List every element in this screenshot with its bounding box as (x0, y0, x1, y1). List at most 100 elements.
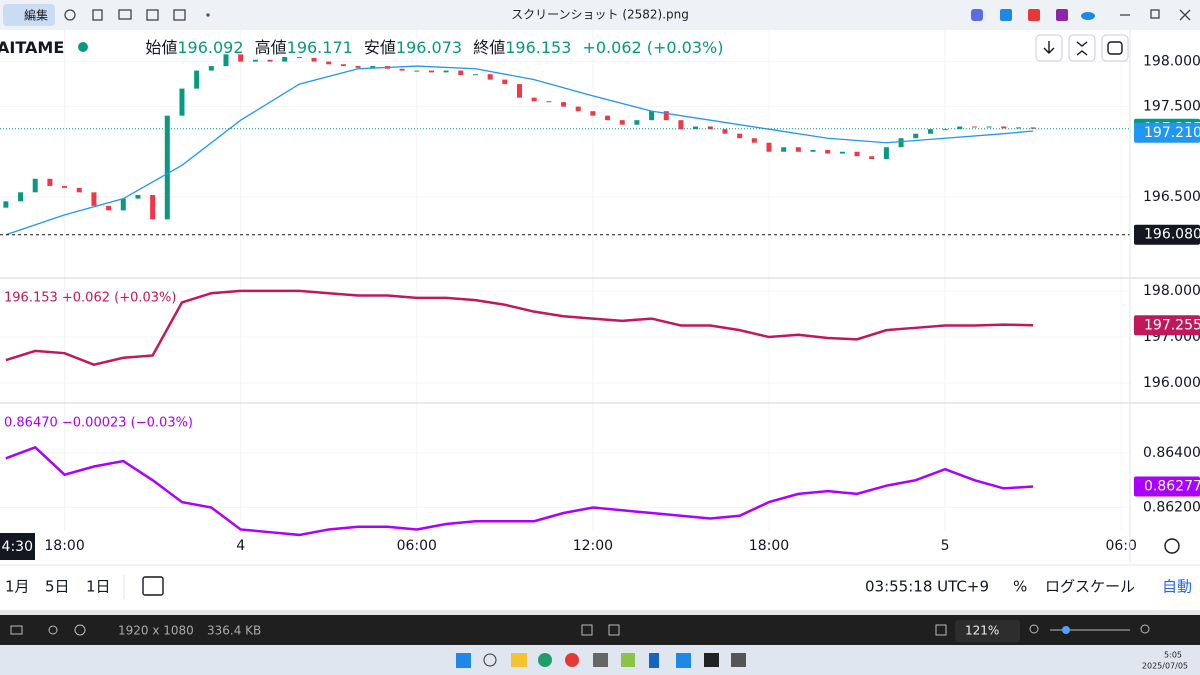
legend-change: +0.062 (+0.03%) (582, 38, 723, 57)
candle (649, 111, 655, 121)
pane-legend: 0.86470 −0.00023 (−0.03%) (4, 416, 193, 431)
bottom-toolbar (0, 565, 1200, 610)
price-tag (1134, 122, 1200, 143)
legend-label: 安値 (364, 38, 396, 57)
candle (869, 156, 875, 159)
candle (428, 70, 434, 73)
candle (634, 120, 640, 125)
candle (751, 138, 757, 143)
candle (722, 129, 728, 134)
price-tag-label: 0.86277 (1144, 478, 1200, 494)
candle (164, 115, 170, 220)
chart-buttons[interactable] (1035, 34, 1129, 62)
candle (605, 115, 611, 121)
price-tag-label: 196.080 (1144, 227, 1200, 243)
candle (663, 111, 669, 121)
price-tag-label: 197.255 (1144, 317, 1200, 333)
candle (62, 186, 68, 188)
plot: 18:00 4 06:00 12:00 18:00 5 06:0 198.000 197.500… (0, 30, 1200, 554)
candle (1015, 127, 1021, 129)
y-tick-label: 196.000 (1143, 375, 1200, 391)
x-tick-label: 06:00 (397, 538, 437, 554)
range-button[interactable]: 1日 (86, 578, 111, 596)
price-tag (1134, 224, 1200, 245)
candle (47, 178, 53, 187)
candle (340, 64, 346, 67)
candle (854, 151, 860, 157)
pane-legend: 196.153 +0.062 (+0.03%) (4, 291, 176, 306)
candle (282, 57, 288, 62)
y-tick-label: 197.500 (1143, 99, 1200, 115)
candle (502, 79, 508, 85)
candle (913, 133, 919, 139)
candle (267, 59, 273, 62)
y-tick-label: 198.000 (1143, 283, 1200, 299)
y-tick-label: 196.500 (1143, 189, 1200, 205)
zoom-box[interactable] (955, 620, 1020, 642)
taskbar-time: 5:05 (1164, 651, 1182, 660)
log-button[interactable]: ログスケール (1045, 578, 1135, 596)
edit-label: 編集 (24, 8, 48, 23)
candle (238, 54, 244, 62)
status-icons (10, 624, 1150, 636)
candle (766, 142, 772, 152)
candle (795, 147, 801, 152)
candle (810, 149, 816, 152)
candle (91, 192, 97, 206)
candle (1030, 127, 1036, 129)
x-tick-label: 18:00 (749, 538, 789, 554)
candle (326, 61, 332, 65)
candle (927, 129, 933, 134)
candle (737, 133, 743, 139)
range-button[interactable]: 5日 (45, 578, 70, 596)
window-title: スクリーンショット (2582).png (511, 8, 689, 22)
auto-button[interactable]: 自動 (1162, 578, 1192, 596)
x-tick-label: 18:00 (44, 538, 84, 554)
series-line (5, 445, 1034, 537)
gap (0, 610, 1200, 615)
candle (1001, 126, 1007, 129)
candle (957, 126, 963, 130)
candle (296, 57, 302, 59)
candle (223, 54, 229, 67)
legend-value: 196.171 (287, 38, 353, 57)
button-icons (1043, 41, 1123, 56)
legend-value: 196.073 (396, 38, 462, 57)
app-icons (971, 9, 1095, 21)
window-icons (64, 9, 1191, 21)
clock: 03:55:18 UTC+9 (865, 578, 989, 596)
candle (355, 66, 361, 68)
percent-button[interactable]: % (1013, 578, 1027, 596)
candle (472, 74, 478, 76)
price-tag (1134, 315, 1200, 336)
candle (106, 205, 112, 211)
candle (693, 126, 699, 130)
candle (619, 120, 625, 125)
candle (487, 74, 493, 80)
candle (414, 70, 420, 72)
goto-date-icon[interactable] (142, 576, 164, 596)
file-size: 336.4 KB (207, 624, 261, 638)
legend-label: 始値 (145, 38, 177, 57)
settings-icon[interactable] (1164, 538, 1180, 554)
candle (561, 102, 567, 107)
resolution: 1920 x 1080 (118, 624, 194, 638)
candle (150, 195, 156, 220)
candle (458, 70, 464, 76)
status-dot (78, 42, 88, 52)
edit-button[interactable] (3, 4, 55, 26)
zoom: 121% (965, 624, 999, 638)
zoom-thumb[interactable] (1062, 626, 1070, 634)
price-tag (1134, 476, 1200, 497)
candle (135, 195, 141, 199)
series-line (5, 289, 1034, 367)
candle (883, 147, 889, 159)
x-tick-label: 06:0 (1105, 538, 1136, 554)
candle (898, 138, 904, 148)
candle (546, 101, 552, 103)
candle (517, 84, 523, 98)
y-tick-label: 198.000 (1143, 54, 1200, 70)
range-button[interactable]: 1月 (5, 578, 30, 596)
candle (971, 126, 977, 128)
